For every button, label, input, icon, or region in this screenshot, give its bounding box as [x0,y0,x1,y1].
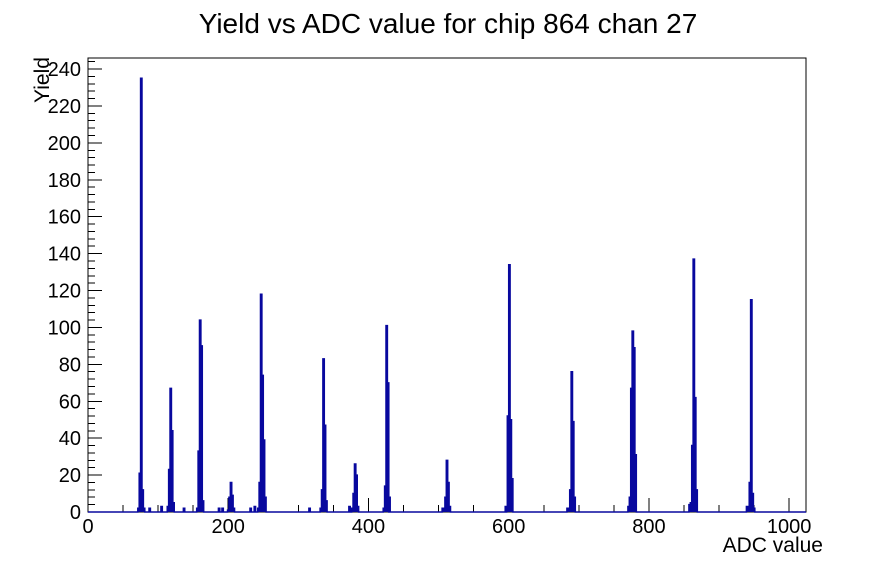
y-tick-label: 0 [70,502,81,524]
x-tick-label: 1000 [767,516,812,538]
y-tick-label: 140 [48,244,81,266]
y-tick-label: 80 [59,354,81,376]
y-tick-label: 120 [48,281,81,303]
y-tick-label: 160 [48,207,81,229]
chart-title: Yield vs ADC value for chip 864 chan 27 [198,8,698,39]
y-tick-label: 100 [48,317,81,339]
y-tick-label: 60 [59,391,81,413]
y-tick-label: 220 [48,96,81,118]
x-axis-title: ADC value [722,534,823,557]
x-tick-label: 800 [632,516,665,538]
histogram-line [88,77,806,513]
y-tick-label: 40 [59,428,81,450]
x-tick-label: 600 [492,516,525,538]
y-tick-label: 200 [48,133,81,155]
x-tick-label: 0 [82,516,93,538]
y-tick-label: 240 [48,59,81,81]
x-tick-label: 400 [352,516,385,538]
x-tick-label: 200 [212,516,245,538]
y-tick-label: 20 [59,465,81,487]
plot-frame [87,57,807,513]
y-tick-label: 180 [48,170,81,192]
